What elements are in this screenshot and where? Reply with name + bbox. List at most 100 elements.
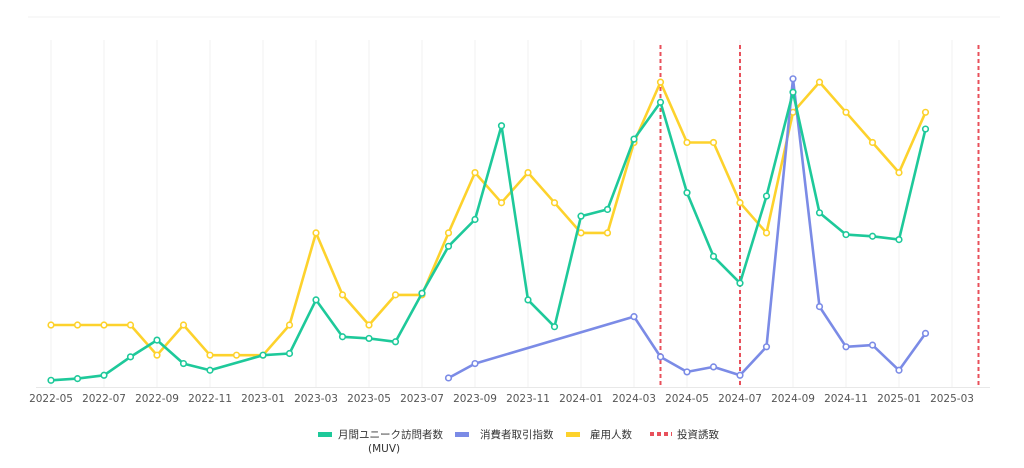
data-point-muv <box>497 122 506 130</box>
data-point-consumer <box>921 329 930 338</box>
series-line-muv <box>49 90 927 382</box>
data-point-muv <box>338 333 347 341</box>
data-point-employees <box>550 199 559 207</box>
data-point-employees <box>126 321 135 329</box>
data-point-muv <box>815 209 824 217</box>
data-point-muv <box>524 296 532 304</box>
legend-item-consumer: 消費者取引指数 <box>455 428 554 441</box>
data-point-employees <box>391 291 400 299</box>
data-point-consumer <box>762 343 771 351</box>
data-point-employees <box>365 321 373 329</box>
x-tick-label: 2023-11 <box>506 393 550 405</box>
x-tick-label: 2024-05 <box>665 393 709 405</box>
x-tick-label: 2022-07 <box>82 393 126 405</box>
data-point-consumer <box>895 366 903 374</box>
legend: 月間ユニーク訪問者数 (MUV) 消費者取引指数 雇用人数 投資誘致 <box>318 428 719 455</box>
data-point-consumer <box>815 303 824 311</box>
data-point-muv <box>656 98 665 106</box>
legend-swatch-consumer <box>455 432 469 437</box>
legend-swatch-employees <box>566 432 580 437</box>
data-point-employees <box>656 78 665 86</box>
data-point-muv <box>179 359 188 368</box>
x-tick-label: 2024-07 <box>718 393 762 405</box>
x-tick-label: 2023-05 <box>347 393 391 405</box>
x-tick-label: 2022-09 <box>135 393 179 405</box>
data-point-employees <box>100 321 108 329</box>
legend-label-muv-line2: (MUV) <box>368 443 400 455</box>
legend-label-consumer: 消費者取引指数 <box>480 428 554 441</box>
data-point-consumer <box>736 371 744 379</box>
data-point-employees <box>736 199 744 207</box>
data-point-employees <box>868 138 877 147</box>
x-tick-label: 2024-09 <box>771 393 815 405</box>
data-point-consumer <box>868 341 877 349</box>
data-point-muv <box>153 336 161 344</box>
x-axis-ticks: 2022-05 2022-07 2022-09 2022-11 2023-01 2023-… <box>29 393 974 405</box>
data-point-muv <box>126 353 135 361</box>
data-point-employees <box>709 138 718 147</box>
data-point-consumer <box>630 313 638 321</box>
x-tick-label: 2023-09 <box>453 393 497 405</box>
data-point-employees <box>73 321 82 329</box>
series-lines <box>47 75 930 384</box>
data-point-muv <box>630 135 638 143</box>
data-point-employees <box>206 351 214 359</box>
data-point-employees <box>312 229 320 237</box>
data-point-muv <box>73 375 82 383</box>
data-point-muv <box>471 215 479 224</box>
data-point-employees <box>444 229 453 237</box>
data-point-muv <box>391 338 400 346</box>
data-point-muv <box>285 349 294 358</box>
x-tick-label: 2023-01 <box>241 393 285 405</box>
data-point-consumer <box>656 353 665 361</box>
x-tick-label: 2024-01 <box>559 393 603 405</box>
data-point-muv <box>762 192 771 200</box>
data-point-muv <box>47 376 55 384</box>
data-point-employees <box>338 291 347 299</box>
data-point-employees <box>815 78 824 86</box>
data-point-employees <box>285 321 294 329</box>
data-point-muv <box>603 205 612 214</box>
series-line-consumer <box>447 77 927 380</box>
data-point-employees <box>842 108 850 116</box>
data-point-muv <box>444 242 453 250</box>
data-point-muv <box>365 334 373 343</box>
x-tick-label: 2024-03 <box>612 393 656 405</box>
data-point-consumer <box>709 363 718 371</box>
data-point-muv <box>868 232 877 240</box>
data-point-employees <box>179 321 188 329</box>
data-point-employees <box>524 169 532 177</box>
data-point-employees <box>497 199 506 207</box>
data-point-muv <box>100 371 108 379</box>
data-point-employees <box>232 351 241 359</box>
legend-label-investment: 投資誘致 <box>677 428 719 441</box>
data-point-employees <box>683 138 691 147</box>
series-line-employees <box>49 80 927 357</box>
data-point-muv <box>206 366 214 374</box>
x-tick-label: 2025-03 <box>930 393 974 405</box>
x-tick-label: 2024-11 <box>824 393 868 405</box>
legend-label-employees: 雇用人数 <box>590 428 632 441</box>
data-point-muv <box>789 88 797 96</box>
data-point-consumer <box>683 368 691 376</box>
legend-item-employees: 雇用人数 <box>566 428 632 441</box>
data-point-consumer <box>471 359 479 368</box>
x-tick-label: 2023-07 <box>400 393 444 405</box>
x-tick-label: 2023-03 <box>294 393 338 405</box>
legend-item-muv: 月間ユニーク訪問者数 (MUV) <box>318 428 443 455</box>
data-point-employees <box>762 229 771 237</box>
data-point-muv <box>709 252 718 260</box>
data-point-muv <box>895 236 903 244</box>
data-point-muv <box>550 323 559 331</box>
data-point-muv <box>736 279 744 287</box>
data-point-muv <box>418 289 426 297</box>
x-tick-label: 2025-01 <box>877 393 921 405</box>
data-point-employees <box>471 169 479 177</box>
legend-swatch-muv <box>318 432 332 437</box>
data-point-muv <box>683 189 691 197</box>
data-point-employees <box>577 229 585 237</box>
data-point-consumer <box>789 75 797 83</box>
data-point-employees <box>603 229 612 237</box>
